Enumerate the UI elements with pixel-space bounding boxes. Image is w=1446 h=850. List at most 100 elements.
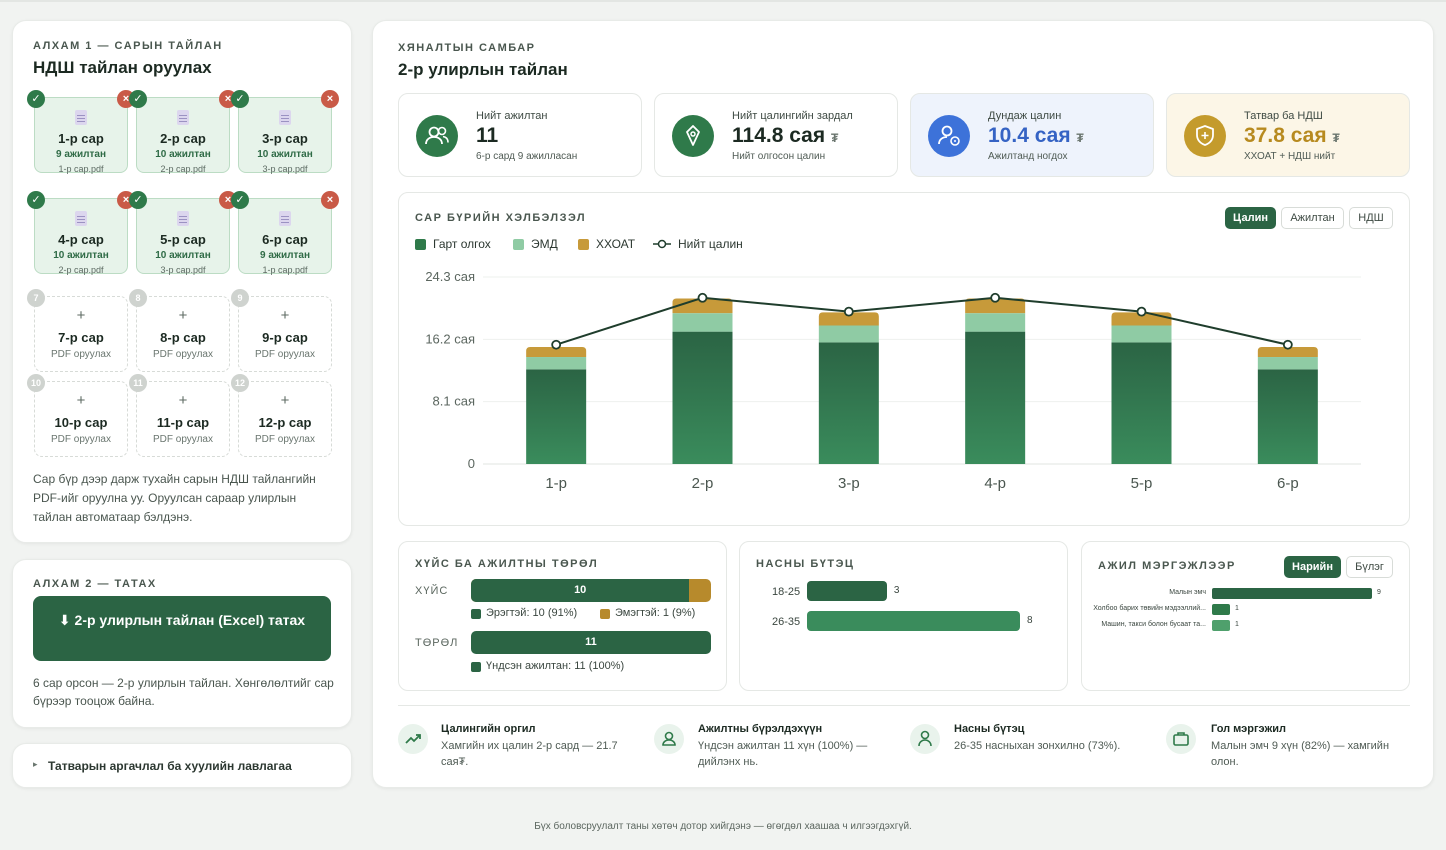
month-tile-7[interactable]: 7 + 7-р сар PDF оруулах: [27, 289, 128, 372]
step1-card: АЛХАМ 1 — САРЫН ТАЙЛАН НДШ тайлан оруула…: [12, 20, 352, 543]
stat-sub: 6-р сард 9 ажилласан: [476, 151, 578, 162]
person-icon: [910, 724, 940, 754]
bar-segment-1: [526, 357, 587, 370]
age-panel: НАСНЫ БҮТЭЦ 18-25 3 26-35 8: [739, 541, 1068, 691]
tile-sub: PDF оруулах: [153, 434, 213, 445]
tile-sub: PDF оруулах: [153, 349, 213, 360]
users-icon: [416, 115, 458, 157]
tile-sub: PDF оруулах: [51, 434, 111, 445]
stat-currency: ₮: [1076, 131, 1084, 145]
total-line-point: [551, 339, 562, 350]
bar-segment-0: [526, 369, 587, 464]
pdf-file-icon: [75, 110, 87, 125]
check-icon: ✓: [231, 191, 249, 209]
insight-title: Насны бүтэц: [954, 723, 1025, 735]
month-tile-11[interactable]: 11 + 11-р сар PDF оруулах: [129, 374, 230, 457]
month-tile-12[interactable]: 12 + 12-р сар PDF оруулах: [231, 374, 332, 457]
tile-number: 10: [27, 374, 45, 392]
age-bar: [807, 581, 887, 601]
tile-employees: 9 ажилтан: [56, 149, 106, 160]
profession-row-label: Малын эмч: [1169, 589, 1206, 596]
total-line-point: [843, 306, 854, 317]
tile-name: 11-р сар: [156, 415, 210, 430]
month-tile-8[interactable]: 8 + 8-р сар PDF оруулах: [129, 289, 230, 372]
stat-value: 37.8 сая ₮: [1244, 124, 1340, 148]
step1-kicker: АЛХАМ 1 — САРЫН ТАЙЛАН: [33, 40, 223, 52]
pdf-file-icon: [279, 110, 291, 125]
stat-label: Нийт цалингийн зардал: [732, 110, 853, 122]
gender-bar: 10: [471, 579, 711, 602]
age-row-value: 3: [893, 585, 900, 596]
dashboard-title: 2-р улирлын тайлан: [398, 60, 568, 79]
y-tick-label: 16.2 сая: [425, 331, 475, 346]
tile-sub: PDF оруулах: [255, 349, 315, 360]
stat-sub: Ажилтанд ногдох: [988, 151, 1068, 162]
x-tick-label: 5-р: [1131, 475, 1153, 492]
download-excel-button[interactable]: ⬇ 2-р улирлын тайлан (Excel) татах: [33, 596, 331, 661]
footer-note: Бүх боловсруулалт таны хөтөч дотор хийгд…: [534, 821, 912, 832]
insights-divider: [398, 705, 1410, 706]
stat-average-salary: Дундаж цалин 10.4 сая ₮ Ажилтанд ногдох: [910, 93, 1154, 177]
tab-detailed[interactable]: Нарийн: [1284, 556, 1341, 578]
bar-segment-0: [965, 331, 1026, 464]
bar-segment-0: [1111, 342, 1172, 464]
dashboard-kicker: ХЯНАЛТЫН САМБАР: [398, 42, 536, 54]
x-tick-label: 4-р: [984, 475, 1006, 492]
tile-name: 5-р сар: [160, 232, 206, 247]
stat-value: 114.8 сая ₮: [732, 124, 838, 148]
profession-kicker: АЖИЛ МЭРГЭЖЛЭЭР: [1098, 560, 1236, 572]
tab-salary[interactable]: Цалин: [1225, 207, 1276, 229]
tile-name: 12-р сар: [258, 415, 312, 430]
month-tile-10[interactable]: 10 + 10-р сар PDF оруулах: [27, 374, 128, 457]
tile-file: 3-р сар.pdf: [262, 164, 308, 174]
tab-group[interactable]: Бүлэг: [1346, 556, 1393, 578]
legend-swatch-male: [471, 609, 481, 619]
gender-male-fill: 10: [471, 579, 690, 602]
legend-pit: ХХОАТ: [596, 237, 636, 251]
stat-label: Нийт ажилтан: [476, 110, 548, 122]
bar-segment-1: [965, 313, 1026, 332]
month-tile-5[interactable]: ✓ × 5-р сар 10 ажилтан 3-р сар.pdf: [129, 191, 237, 275]
y-tick-label: 24.3 сая: [425, 269, 475, 284]
wallet-icon: [672, 115, 714, 157]
stat-sub: Нийт олгосон цалин: [732, 151, 826, 162]
month-tile-2[interactable]: ✓ × 2-р сар 10 ажилтан 2-р сар.pdf: [129, 90, 237, 174]
bar-segment-1: [672, 313, 733, 332]
pdf-file-icon: [177, 211, 189, 226]
month-tile-4[interactable]: ✓ × 4-р сар 10 ажилтан 2-р сар.pdf: [27, 191, 135, 275]
step2-kicker: АЛХАМ 2 — ТАТАХ: [33, 578, 157, 590]
bar-segment-2: [965, 298, 1026, 314]
trend-kicker: САР БҮРИЙН ХЭЛБЭЛЗЭЛ: [415, 212, 587, 224]
tile-name: 3-р сар: [262, 131, 308, 146]
x-tick-label: 1-р: [545, 475, 567, 492]
remove-icon[interactable]: ×: [321, 191, 339, 209]
age-bar: [807, 611, 1020, 631]
tile-number: 8: [129, 289, 147, 307]
remove-icon[interactable]: ×: [321, 90, 339, 108]
user-money-icon: [928, 115, 970, 157]
profession-panel: АЖИЛ МЭРГЭЖЛЭЭР Нарийн Бүлэг Малын эмч 9 Х…: [1081, 541, 1410, 691]
total-line-point: [1282, 339, 1293, 350]
legend-swatch-net: [415, 239, 426, 250]
tile-name: 7-р сар: [58, 330, 104, 345]
total-line-point: [990, 292, 1001, 303]
month-tile-6[interactable]: ✓ × 6-р сар 9 ажилтан 1-р сар.pdf: [231, 191, 339, 275]
month-tile-1[interactable]: ✓ × 1-р сар 9 ажилтан 1-р сар.pdf: [27, 90, 135, 174]
stat-number: 11: [476, 124, 499, 147]
age-row-value: 8: [1027, 615, 1033, 626]
step2-card: АЛХАМ 2 — ТАТАХ ⬇ 2-р улирлын тайлан (Ex…: [12, 559, 352, 728]
reference-toggle[interactable]: ▸ Татварын аргачлал ба хуулийн лавлагаа: [12, 743, 352, 788]
plus-icon: +: [280, 307, 290, 324]
tile-file: 1-р сар.pdf: [262, 265, 308, 275]
user-icon: [654, 724, 684, 754]
tab-ndsh[interactable]: НДШ: [1349, 207, 1393, 229]
insight-text: Үндсэн ажилтан 11 хүн (100%) — дийлэнх н…: [698, 740, 868, 768]
pdf-file-icon: [75, 211, 87, 226]
month-tile-9[interactable]: 9 + 9-р сар PDF оруулах: [231, 289, 332, 372]
plus-icon: +: [178, 307, 188, 324]
trend-up-icon: [398, 724, 428, 754]
age-row-label: 18-25: [772, 586, 801, 598]
tab-employees[interactable]: Ажилтан: [1281, 207, 1344, 229]
month-tile-3[interactable]: ✓ × 3-р сар 10 ажилтан 3-р сар.pdf: [231, 90, 339, 174]
profession-bar: [1212, 588, 1372, 599]
